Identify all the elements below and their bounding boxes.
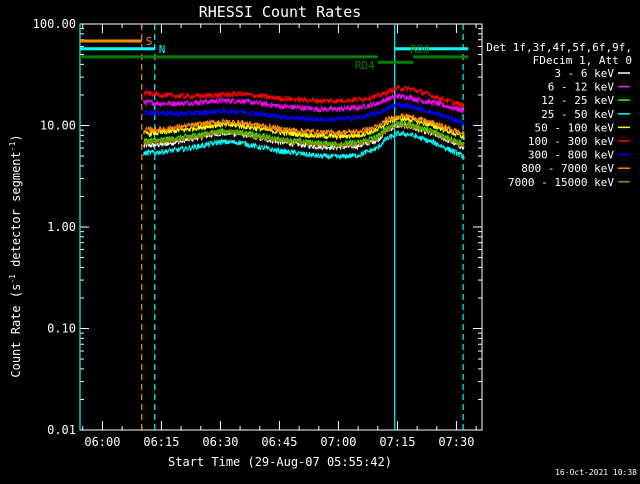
series-line <box>143 130 465 160</box>
svg-text:Count Rate (s-1 detector segme: Count Rate (s-1 detector segment-1) <box>8 134 23 377</box>
y-axis-label-part: ) <box>9 134 23 141</box>
flag-label: S <box>146 35 153 48</box>
legend-entry-label: 25 - 50 keV <box>541 108 614 121</box>
y-tick-label: 1.00 <box>47 220 76 234</box>
x-tick-label: 07:30 <box>438 435 474 449</box>
y-tick-label: 0.10 <box>47 322 76 336</box>
series-line <box>143 93 465 114</box>
series-line <box>143 101 465 126</box>
x-tick-label: 07:15 <box>379 435 415 449</box>
y-axis-label-part: Count Rate (s <box>9 284 23 378</box>
x-tick-label: 07:00 <box>320 435 356 449</box>
y-axis-label-sup: -1 <box>8 141 17 151</box>
flag-label: RD4 <box>355 59 375 72</box>
y-axis-label-part: detector segment <box>9 151 23 274</box>
legend-entry-label: 12 - 25 keV <box>541 94 614 107</box>
legend-entry-label: 800 - 7000 keV <box>521 162 614 175</box>
flag-label: N <box>159 43 166 56</box>
series-line <box>143 119 465 149</box>
footer-date: 16-Oct-2021 10:38 <box>555 468 637 477</box>
legend-entry-label: 50 - 100 keV <box>535 121 615 134</box>
plot-area: 0.01 0.10 1.00 10.00 100.00 06:00 06:15 06:30 06… <box>33 17 483 449</box>
x-tick-label: 06:30 <box>202 435 238 449</box>
legend-entry-label: 300 - 800 keV <box>528 149 614 162</box>
y-tick-label: 100.00 <box>33 17 76 31</box>
legend-header: FDecim 1, Att 0 <box>533 54 632 67</box>
plot-frame <box>79 23 483 431</box>
flag-label: RD0 <box>410 43 430 56</box>
legend-entry-label: 100 - 300 keV <box>528 135 614 148</box>
y-axis-label: Count Rate (s-1 detector segment-1) <box>8 134 23 377</box>
x-tick-label: 06:15 <box>143 435 179 449</box>
legend-header: Det 1f,3f,4f,5f,6f,9f, <box>486 41 632 54</box>
x-tick-label: 06:45 <box>261 435 297 449</box>
series-line <box>143 84 465 110</box>
x-axis-label: Start Time (29-Aug-07 05:55:42) <box>168 455 392 469</box>
legend: Det 1f,3f,4f,5f,6f,9f,FDecim 1, Att 03 -… <box>486 41 632 189</box>
x-tick-label: 06:00 <box>84 435 120 449</box>
legend-entry-label: 3 - 6 keV <box>554 67 614 80</box>
y-axis-label-sup: -1 <box>8 274 17 284</box>
y-tick-label: 0.01 <box>47 423 76 437</box>
series-line <box>143 121 465 152</box>
y-tick-label: 10.00 <box>40 119 76 133</box>
legend-entry-label: 7000 - 15000 keV <box>508 176 614 189</box>
legend-entry-label: 6 - 12 keV <box>548 81 615 94</box>
chart-title: RHESSI Count Rates <box>199 3 362 21</box>
series-line <box>143 115 465 141</box>
series-line <box>143 113 465 137</box>
